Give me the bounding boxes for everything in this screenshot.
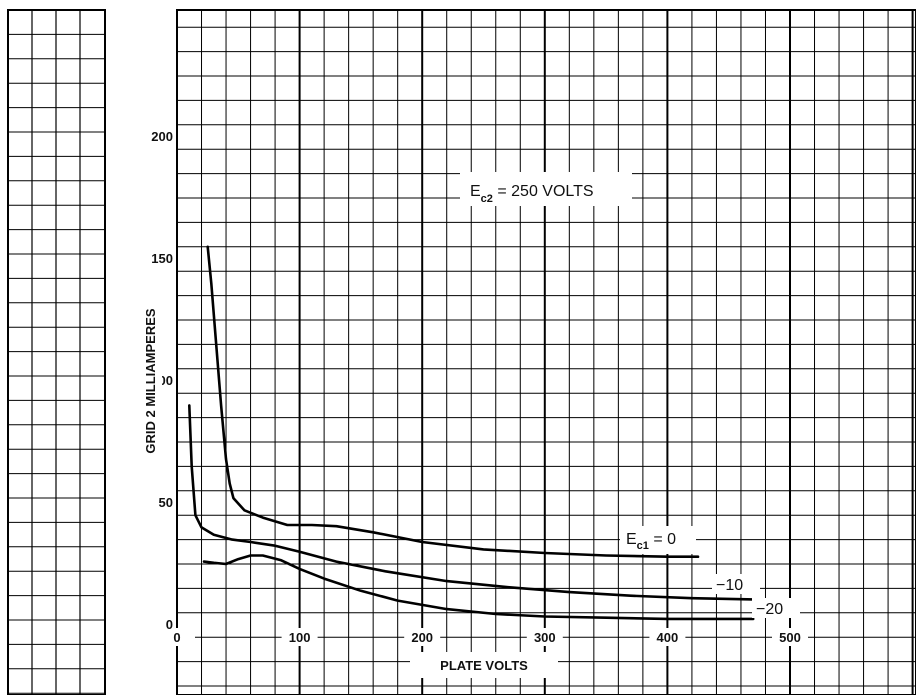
series-0-prefix: E [626, 531, 637, 548]
x-tick-labels: 0 100 200 300 400 500 [159, 628, 808, 646]
series-label-2: −20 [752, 598, 800, 618]
series-line-2 [202, 554, 755, 621]
series-0-sub: c1 [637, 540, 649, 552]
series-0-text: = 0 [649, 531, 676, 548]
series-line-1 [188, 404, 755, 601]
x-label-bg [410, 652, 558, 678]
x-tick-label: 400 [657, 630, 679, 645]
svg-text:Ec1 = 0: Ec1 = 0 [626, 531, 676, 552]
series-line-0 [206, 245, 700, 558]
x-tick-label: 300 [534, 630, 556, 645]
y-tick-label: 200 [151, 129, 173, 144]
y-tick-label: 150 [151, 251, 173, 266]
chart-grid [176, 9, 916, 695]
y-tick-label: 50 [159, 495, 173, 510]
x-tick-label: 200 [411, 630, 433, 645]
y-label-bg [138, 270, 162, 492]
x-tick-label: 0 [173, 630, 180, 645]
x-tick-label: 100 [289, 630, 311, 645]
curve-series [188, 245, 755, 621]
condition-annotation: Ec2 = 250 VOLTS [460, 172, 632, 206]
condition-main: E [470, 183, 481, 200]
condition-sub: c2 [481, 193, 493, 205]
x-tick-label: 500 [779, 630, 801, 645]
x-axis-label: PLATE VOLTS [440, 658, 528, 673]
series-label-0: Ec1 = 0 [620, 526, 696, 554]
left-grid-strip [7, 9, 106, 695]
series-2-text: −20 [756, 601, 783, 618]
condition-rest: = 250 VOLTS [493, 183, 594, 200]
y-tick-label: 0 [166, 617, 173, 632]
svg-text:Ec2 = 250 VOLTS: Ec2 = 250 VOLTS [470, 183, 594, 205]
series-1-text: −10 [716, 577, 743, 594]
y-axis-label: GRID 2 MILLIAMPERES [143, 308, 158, 454]
series-label-1: −10 [712, 574, 760, 594]
